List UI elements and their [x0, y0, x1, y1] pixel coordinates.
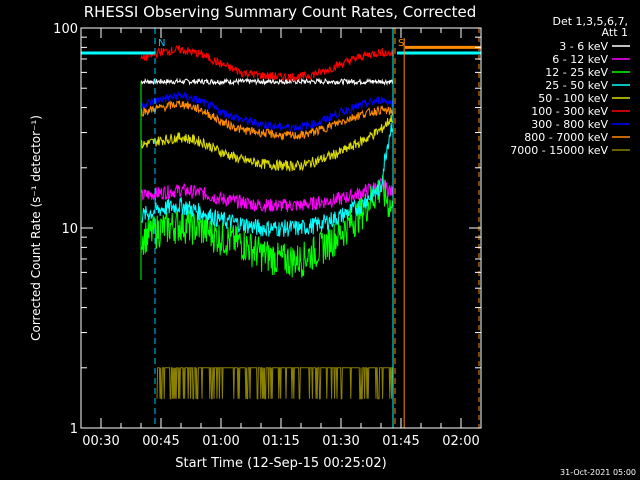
legend-header-1: Att 1: [602, 26, 628, 39]
x-tick-label: 01:00: [202, 434, 239, 449]
series-line-4: [140, 114, 393, 173]
legend-label-1: 6 - 12 keV: [552, 53, 608, 66]
x-tick-label: 01:45: [382, 434, 419, 449]
event-marker-label-1: S: [398, 38, 404, 49]
legend-label-0: 3 - 6 keV: [559, 40, 608, 53]
series-line-8: [156, 367, 393, 400]
y-tick-label: 10: [61, 222, 78, 237]
y-tick-label: 100: [53, 22, 78, 37]
y-tick-label: 1: [70, 422, 78, 437]
x-tick-label: 01:15: [262, 434, 299, 449]
x-axis-label: Start Time (12-Sep-15 00:25:02): [175, 456, 386, 471]
series-line-6: [141, 90, 393, 132]
x-tick-label: 01:30: [322, 434, 359, 449]
legend-label-3: 25 - 50 keV: [545, 79, 608, 92]
date-stamp: 31-Oct-2021 05:00: [560, 468, 636, 477]
legend-label-6: 300 - 800 keV: [531, 118, 608, 131]
legend-label-2: 12 - 25 keV: [545, 66, 608, 79]
series-line-7: [140, 100, 393, 142]
x-tick-label: 00:30: [82, 434, 119, 449]
legend-label-4: 50 - 100 keV: [538, 92, 608, 105]
legend-label-5: 100 - 300 keV: [531, 105, 608, 118]
series-line-0: [140, 77, 393, 86]
series-line-3: [140, 122, 393, 237]
event-marker-label-0: N: [158, 38, 165, 49]
series-line-1: [140, 177, 393, 213]
legend-header-0: Det 1,3,5,6,7,: [552, 15, 628, 28]
y-axis-label: Corrected Count Rate (s⁻¹ detector⁻¹): [29, 115, 43, 341]
axes-group: 00:30 00:45 01:00 01:15 01:30 01:45 02:00 1 10 10…: [53, 22, 481, 449]
series-line-5: [140, 45, 393, 83]
legend-label-8: 7000 - 15000 keV: [510, 144, 608, 157]
chart-title: RHESSI Observing Summary Count Rates, Co…: [84, 3, 477, 21]
x-tick-label: 00:45: [142, 434, 179, 449]
x-tick-label: 02:00: [442, 434, 479, 449]
legend-label-7: 800 - 7000 keV: [524, 131, 608, 144]
